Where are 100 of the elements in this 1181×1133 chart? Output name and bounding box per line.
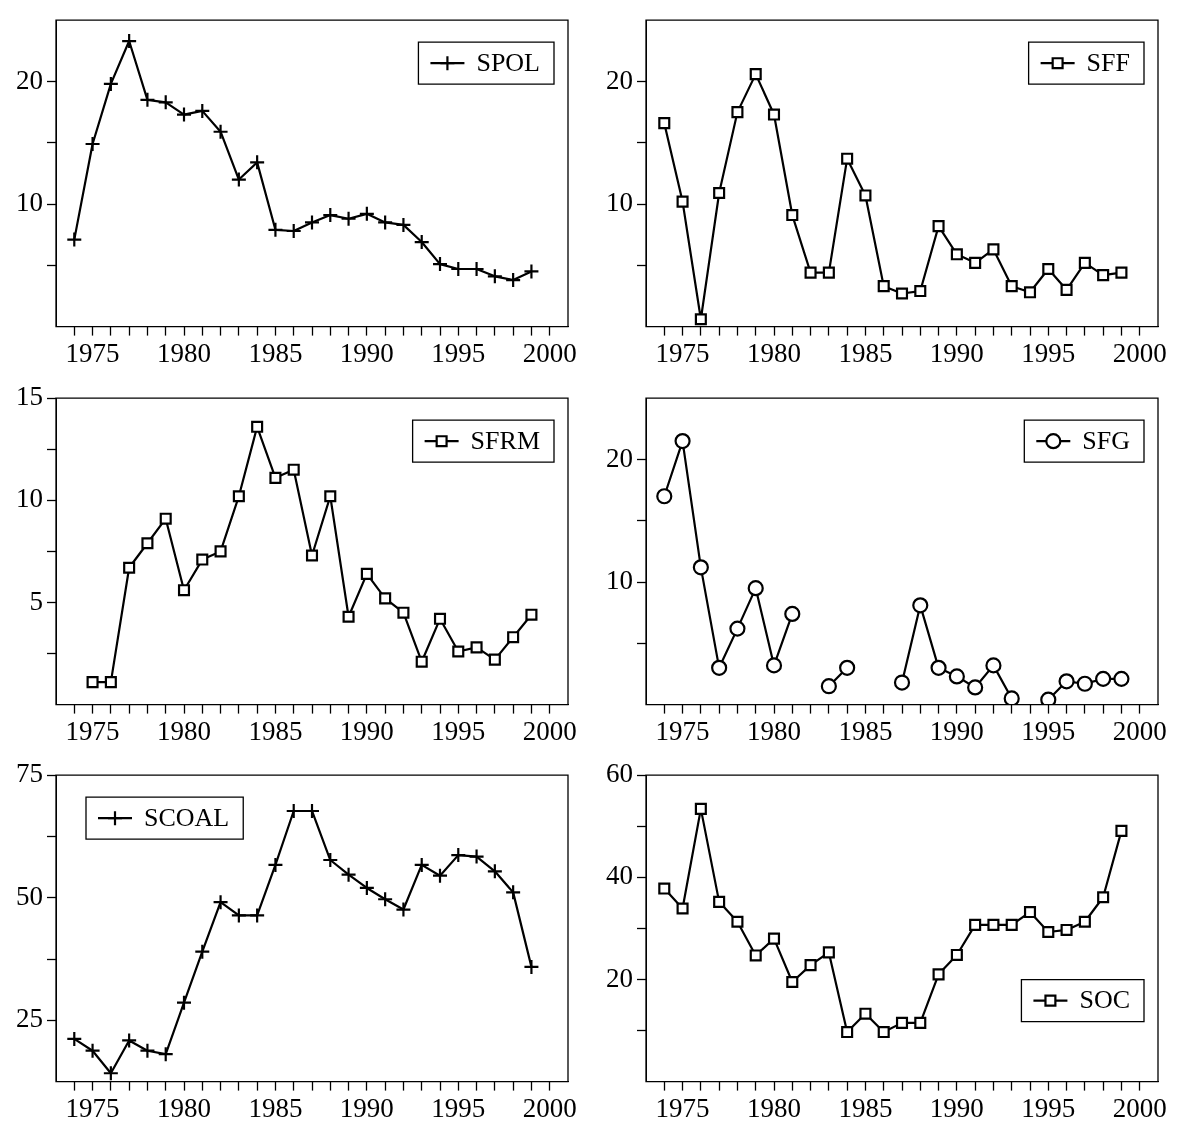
y-tick-label: 20 — [606, 64, 633, 95]
point — [486, 268, 503, 285]
legend-label: SCOAL — [144, 803, 230, 833]
point — [820, 678, 837, 695]
point — [415, 655, 428, 668]
point — [377, 891, 394, 908]
point — [177, 584, 191, 597]
x-tick-label: 1995 — [431, 337, 486, 368]
point — [786, 209, 799, 222]
x-tick-label: 1995 — [1021, 715, 1076, 746]
x-tick-label: 1985 — [248, 337, 303, 368]
point — [66, 231, 83, 248]
point — [804, 959, 817, 972]
point — [731, 915, 744, 928]
point — [895, 1016, 909, 1029]
x-tick-label: 2000 — [522, 1092, 577, 1123]
point — [767, 932, 781, 945]
point — [1115, 266, 1128, 279]
point — [749, 949, 762, 962]
x-tick-label: 1985 — [248, 1092, 303, 1123]
point — [230, 907, 247, 924]
x-tick-label: 1975 — [65, 337, 120, 368]
x-tick-label: 1990 — [929, 1092, 984, 1123]
point — [433, 612, 447, 625]
x-tick-label: 1980 — [747, 1092, 801, 1123]
point — [786, 975, 799, 989]
x-tick-label: 1980 — [157, 715, 211, 746]
point — [488, 653, 501, 666]
point — [987, 918, 1000, 931]
point — [84, 1042, 101, 1059]
x-tick-label: 1990 — [339, 1092, 394, 1123]
point — [676, 195, 689, 208]
point — [486, 863, 503, 880]
point — [322, 851, 339, 869]
point — [1078, 915, 1091, 928]
point — [505, 884, 522, 901]
point — [342, 610, 355, 623]
x-tick-label: 1975 — [65, 715, 120, 746]
point — [877, 280, 890, 293]
point — [969, 918, 982, 931]
point — [194, 102, 211, 119]
point — [914, 1016, 927, 1029]
point — [121, 32, 138, 50]
point — [267, 221, 284, 238]
x-tick-label: 1995 — [431, 715, 486, 746]
point — [267, 856, 284, 874]
point — [251, 420, 264, 433]
point — [859, 189, 872, 202]
point — [658, 882, 671, 895]
point — [452, 645, 465, 658]
point — [950, 248, 963, 261]
point — [395, 216, 412, 233]
point — [175, 106, 193, 123]
x-tick-label: 1985 — [838, 715, 893, 746]
point — [141, 537, 154, 550]
point — [1060, 923, 1073, 936]
point — [431, 255, 449, 273]
point — [676, 902, 689, 915]
point — [1003, 690, 1020, 705]
legend-label: SFRM — [470, 426, 541, 456]
point — [1040, 691, 1057, 705]
point — [86, 676, 99, 689]
point — [230, 171, 247, 188]
y-tick-label: 40 — [606, 860, 633, 891]
point — [249, 907, 266, 924]
point — [950, 948, 963, 961]
x-tick-label: 1990 — [339, 337, 394, 368]
point — [914, 285, 927, 298]
y-tick-label: 20 — [606, 962, 633, 993]
point — [360, 567, 373, 580]
point — [157, 94, 174, 111]
point — [507, 631, 520, 644]
x-tick-label: 1990 — [929, 337, 984, 368]
y-tick-label: 60 — [606, 758, 633, 789]
y-tick-label: 5 — [29, 585, 43, 616]
point — [658, 117, 671, 130]
x-tick-label: 2000 — [522, 715, 577, 746]
point — [232, 490, 245, 503]
point — [767, 108, 781, 121]
y-tick-label: 20 — [606, 442, 633, 473]
x-tick-label: 1990 — [929, 715, 984, 746]
point — [324, 490, 337, 503]
point — [985, 657, 1002, 674]
point — [1023, 906, 1037, 919]
point — [784, 605, 801, 623]
point — [431, 867, 449, 884]
point — [765, 657, 783, 674]
x-tick-label: 2000 — [1112, 1092, 1167, 1123]
point — [694, 313, 707, 326]
x-tick-label: 1975 — [65, 1092, 120, 1123]
y-tick-label: 10 — [16, 483, 43, 514]
legend-label: SOC — [1079, 985, 1130, 1015]
point — [196, 553, 209, 566]
x-tick-label: 1995 — [1021, 337, 1076, 368]
point — [305, 549, 319, 562]
point — [413, 856, 430, 874]
y-tick-label: 15 — [16, 381, 43, 412]
point — [656, 488, 673, 505]
x-tick-label: 1980 — [157, 1092, 211, 1123]
point — [747, 580, 764, 597]
